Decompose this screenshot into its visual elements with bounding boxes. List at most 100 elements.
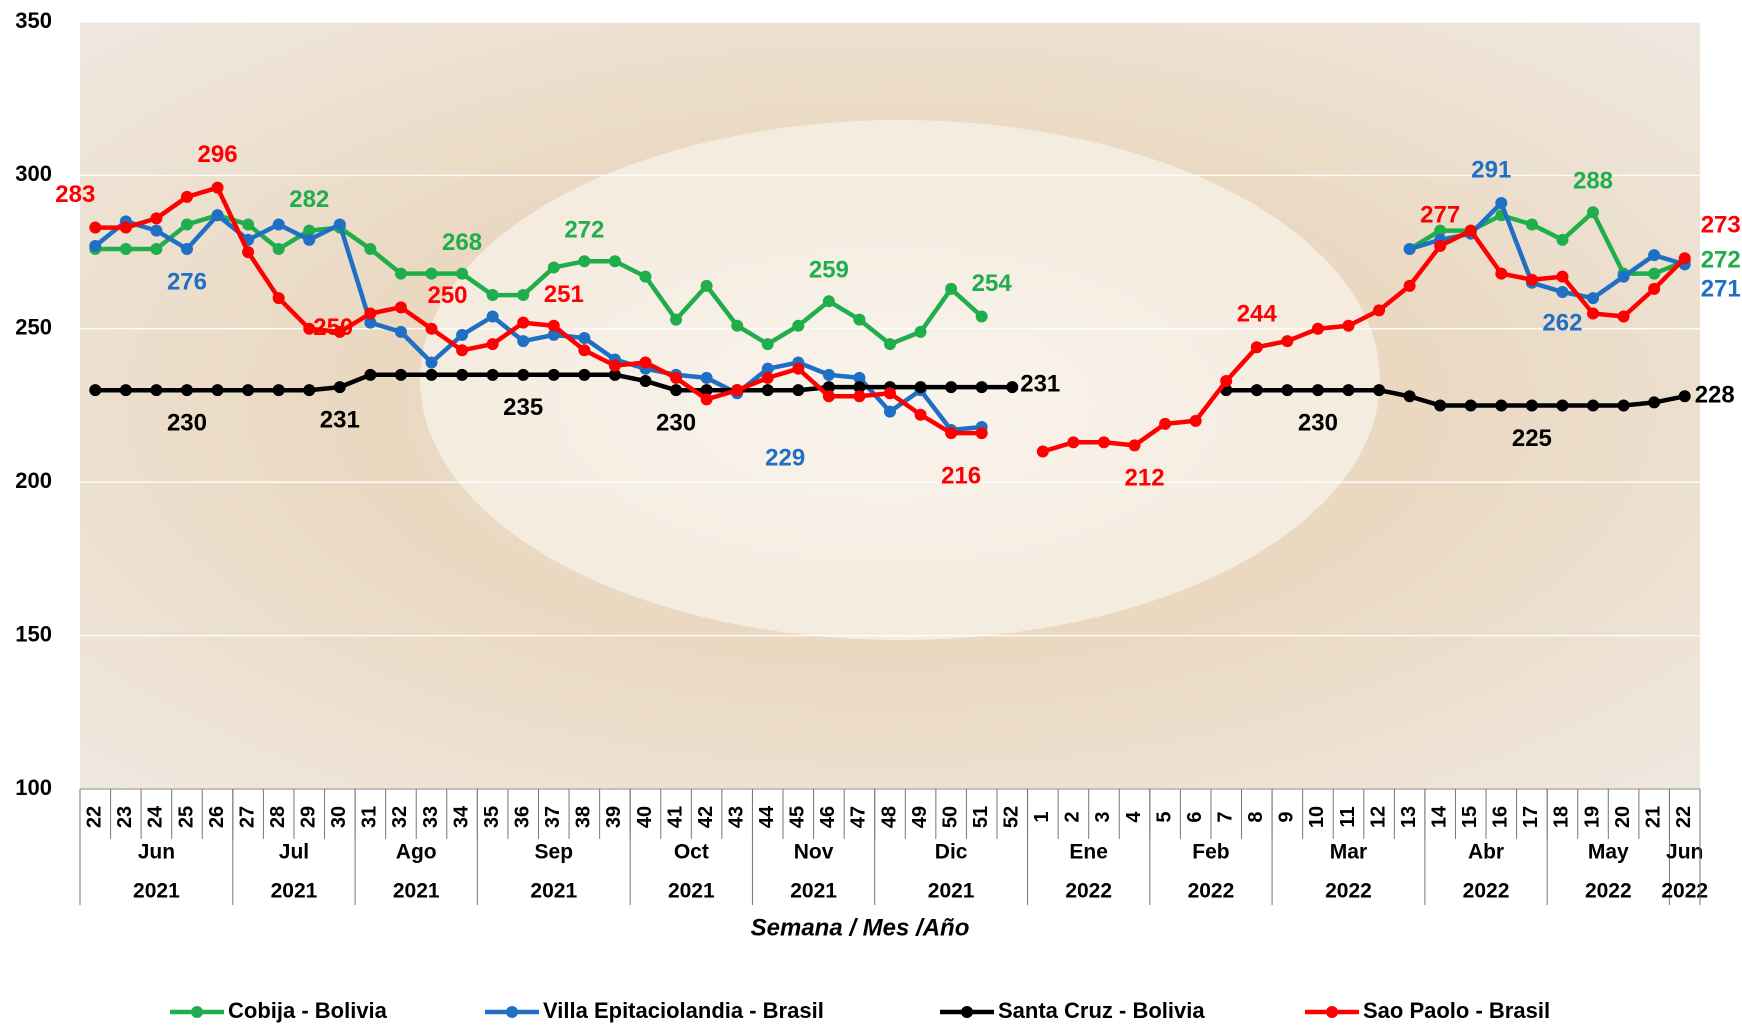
month-label: Feb: [1192, 841, 1229, 864]
point: [517, 335, 529, 347]
point: [1587, 307, 1599, 319]
legend-label: Sao Paolo - Brasil: [1363, 998, 1550, 1023]
x-tick-label: 7: [1215, 811, 1237, 822]
point: [976, 381, 988, 393]
year-label: 2021: [790, 880, 837, 903]
point: [242, 246, 254, 258]
legend-label: Santa Cruz - Bolivia: [998, 998, 1205, 1023]
point: [639, 375, 651, 387]
legend-label: Villa Epitaciolandia - Brasil: [543, 998, 824, 1023]
point: [517, 369, 529, 381]
x-tick-label: 18: [1551, 806, 1573, 828]
point: [89, 240, 101, 252]
point: [609, 360, 621, 372]
point: [456, 329, 468, 341]
y-tick-label: 200: [15, 468, 52, 493]
point: [273, 292, 285, 304]
point: [1404, 280, 1416, 292]
point: [181, 384, 193, 396]
x-tick-label: 23: [114, 806, 136, 828]
data-label: 244: [1237, 301, 1278, 328]
point: [426, 369, 438, 381]
month-label: May: [1588, 841, 1629, 864]
point: [915, 381, 927, 393]
x-tick-label: 34: [450, 805, 472, 828]
point: [731, 320, 743, 332]
x-tick-label: 47: [848, 806, 870, 828]
point: [823, 295, 835, 307]
point: [1618, 400, 1630, 412]
point: [150, 212, 162, 224]
point: [456, 268, 468, 280]
point: [1312, 323, 1324, 335]
month-label: Jul: [279, 841, 309, 864]
year-label: 2021: [928, 880, 975, 903]
point: [242, 384, 254, 396]
y-tick-label: 300: [15, 161, 52, 186]
point: [456, 369, 468, 381]
point: [1129, 439, 1141, 451]
year-label: 2021: [133, 880, 180, 903]
point: [1587, 206, 1599, 218]
point: [884, 387, 896, 399]
x-tick-label: 50: [939, 806, 961, 828]
year-label: 2021: [393, 880, 440, 903]
month-label: Sep: [535, 841, 574, 864]
point: [517, 317, 529, 329]
point: [762, 372, 774, 384]
x-tick-label: 19: [1581, 806, 1603, 828]
x-tick-label: 27: [236, 806, 258, 828]
month-label: Ago: [396, 841, 437, 864]
point: [395, 326, 407, 338]
point: [89, 222, 101, 234]
point: [1556, 286, 1568, 298]
point: [823, 369, 835, 381]
x-tick-label: 26: [206, 806, 228, 828]
point: [701, 393, 713, 405]
x-tick-label: 6: [1184, 811, 1206, 822]
point: [701, 372, 713, 384]
x-tick-label: 35: [481, 806, 503, 828]
x-tick-label: 17: [1520, 806, 1542, 828]
point: [1373, 384, 1385, 396]
point: [1495, 197, 1507, 209]
data-label: 231: [1020, 370, 1060, 397]
point: [1465, 400, 1477, 412]
x-tick-label: 22: [1673, 806, 1695, 828]
point: [487, 338, 499, 350]
point: [1373, 304, 1385, 316]
point: [1159, 418, 1171, 430]
point: [792, 384, 804, 396]
point: [212, 182, 224, 194]
point: [334, 381, 346, 393]
legend-marker: [191, 1006, 203, 1018]
x-tick-label: 24: [145, 805, 167, 828]
x-tick-label: 3: [1092, 811, 1114, 822]
point: [578, 255, 590, 267]
x-tick-label: 44: [756, 805, 778, 828]
year-label: 2021: [271, 880, 318, 903]
point: [1679, 390, 1691, 402]
x-tick-label: 52: [1001, 806, 1023, 828]
point: [792, 363, 804, 375]
point: [1556, 234, 1568, 246]
point: [120, 384, 132, 396]
point: [670, 372, 682, 384]
x-tick-label: 30: [328, 806, 350, 828]
point: [670, 384, 682, 396]
data-label: 216: [941, 462, 981, 489]
point: [487, 311, 499, 323]
point: [242, 218, 254, 230]
x-tick-label: 42: [695, 806, 717, 828]
data-label: 230: [656, 410, 696, 437]
point: [487, 289, 499, 301]
data-label: 288: [1573, 168, 1613, 195]
point: [731, 384, 743, 396]
point: [364, 243, 376, 255]
x-tick-label: 49: [909, 806, 931, 828]
y-tick-label: 100: [15, 775, 52, 800]
data-label: 273: [1701, 212, 1741, 239]
point: [273, 218, 285, 230]
x-tick-label: 32: [389, 806, 411, 828]
background-image: [420, 120, 1380, 640]
